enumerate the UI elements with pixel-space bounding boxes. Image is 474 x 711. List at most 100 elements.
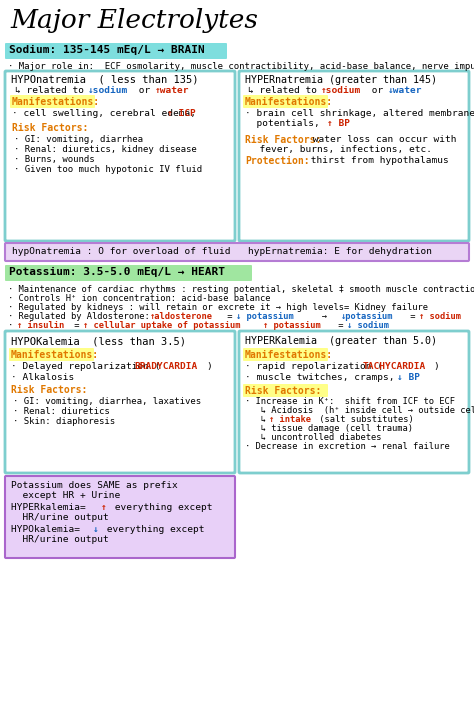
Text: Risk Factors:: Risk Factors: xyxy=(245,135,321,145)
Text: ↓sodium: ↓sodium xyxy=(88,86,128,95)
Text: →: → xyxy=(306,312,337,321)
Text: or: or xyxy=(366,86,389,95)
Text: ↑ ICP: ↑ ICP xyxy=(167,109,196,118)
Text: =: = xyxy=(69,321,85,330)
Text: ↑water: ↑water xyxy=(155,86,190,95)
Text: · Delayed repolarization (: · Delayed repolarization ( xyxy=(11,362,161,371)
Text: · GI: vomiting, diarrhea: · GI: vomiting, diarrhea xyxy=(14,135,143,144)
Text: ↓potassium: ↓potassium xyxy=(341,312,393,321)
Text: hypErnatremia: E for dehydration: hypErnatremia: E for dehydration xyxy=(248,247,432,256)
Text: ↳ Acidosis  (h⁺ inside cell → outside cell): ↳ Acidosis (h⁺ inside cell → outside cel… xyxy=(245,406,474,415)
Text: ↑ insulin: ↑ insulin xyxy=(17,321,64,330)
Text: ↓ potassium: ↓ potassium xyxy=(236,312,294,321)
Text: Major Electrolytes: Major Electrolytes xyxy=(10,8,258,33)
Text: · rapid repolarization (: · rapid repolarization ( xyxy=(245,362,383,371)
Text: ↑sodium: ↑sodium xyxy=(321,86,361,95)
Text: HYPOnatremia  ( less than 135): HYPOnatremia ( less than 135) xyxy=(11,75,199,85)
Text: ↳ related to: ↳ related to xyxy=(248,86,323,95)
Text: HYPERnatremia (greater than 145): HYPERnatremia (greater than 145) xyxy=(245,75,437,85)
Text: · Given too much hypotonic IV fluid: · Given too much hypotonic IV fluid xyxy=(14,165,202,174)
Text: ↑ BP: ↑ BP xyxy=(327,119,350,128)
Text: Potassium does SAME as prefix: Potassium does SAME as prefix xyxy=(11,481,178,490)
Text: ↑ potassium: ↑ potassium xyxy=(263,321,321,330)
Text: TACHYCARDIA: TACHYCARDIA xyxy=(363,362,426,371)
Text: Risk Factors:: Risk Factors: xyxy=(245,386,321,396)
Text: ): ) xyxy=(433,362,439,371)
Text: · Maintenance of cardiac rhythms : resting potential, skeletal ‡ smooth muscle c: · Maintenance of cardiac rhythms : resti… xyxy=(8,285,474,294)
FancyBboxPatch shape xyxy=(5,43,227,59)
FancyBboxPatch shape xyxy=(9,348,94,361)
Text: · cell swelling, cerebral edema,: · cell swelling, cerebral edema, xyxy=(12,109,202,118)
Text: everything except: everything except xyxy=(101,525,204,534)
Text: or: or xyxy=(133,86,156,95)
Text: ↓water: ↓water xyxy=(388,86,422,95)
Text: =: = xyxy=(222,312,238,321)
FancyBboxPatch shape xyxy=(243,348,328,361)
Text: ↑ sodium: ↑ sodium xyxy=(419,312,461,321)
Text: Sodium: 135-145 mEq/L → BRAIN: Sodium: 135-145 mEq/L → BRAIN xyxy=(9,45,205,55)
Text: Manifestations:: Manifestations: xyxy=(245,97,333,107)
Text: fever, burns, infections, etc.: fever, burns, infections, etc. xyxy=(248,145,432,154)
Text: · GI: vomiting, diarrhea, laxatives: · GI: vomiting, diarrhea, laxatives xyxy=(13,397,201,406)
Text: HR/urine output: HR/urine output xyxy=(11,513,109,522)
FancyBboxPatch shape xyxy=(5,243,469,261)
FancyBboxPatch shape xyxy=(5,331,235,473)
Text: =: = xyxy=(405,312,421,321)
Text: Protection:: Protection: xyxy=(245,156,310,166)
Text: ↑ intake: ↑ intake xyxy=(269,415,311,424)
Text: hypOnatremia : O for overload of fluid: hypOnatremia : O for overload of fluid xyxy=(12,247,230,256)
Text: · muscle twitches, cramps,: · muscle twitches, cramps, xyxy=(245,373,400,382)
Text: ↳ related to: ↳ related to xyxy=(15,86,90,95)
Text: · Regulated by kidneys : will retain or excrete it → high levels= Kidney failure: · Regulated by kidneys : will retain or … xyxy=(8,303,428,312)
Text: HYPERkalemia=: HYPERkalemia= xyxy=(11,503,91,512)
Text: · brain cell shrinkage, altered membrane: · brain cell shrinkage, altered membrane xyxy=(245,109,474,118)
Text: · Increase in K⁺:  shift from ICF to ECF: · Increase in K⁺: shift from ICF to ECF xyxy=(245,397,455,406)
FancyBboxPatch shape xyxy=(239,331,469,473)
Text: (salt substitutes): (salt substitutes) xyxy=(314,415,414,424)
FancyBboxPatch shape xyxy=(243,384,328,397)
Text: · Skin: diaphoresis: · Skin: diaphoresis xyxy=(13,417,115,426)
Text: =: = xyxy=(333,321,349,330)
Text: ↳ tissue damage (cell trauma): ↳ tissue damage (cell trauma) xyxy=(245,424,413,433)
Text: water loss can occur with: water loss can occur with xyxy=(307,135,456,144)
Text: ↑: ↑ xyxy=(101,503,107,512)
Text: HYPOKalemia  (less than 3.5): HYPOKalemia (less than 3.5) xyxy=(11,336,186,346)
Text: · Controls H⁺ ion concentration: acid-base balance: · Controls H⁺ ion concentration: acid-ba… xyxy=(8,294,271,303)
Text: ↓ BP: ↓ BP xyxy=(397,373,420,382)
Text: Manifestations:: Manifestations: xyxy=(12,97,100,107)
Text: ·: · xyxy=(8,321,18,330)
Text: ↳: ↳ xyxy=(245,415,271,424)
Text: potentials,: potentials, xyxy=(245,119,326,128)
FancyBboxPatch shape xyxy=(5,476,235,558)
FancyBboxPatch shape xyxy=(239,71,469,241)
Text: ): ) xyxy=(206,362,212,371)
Text: Manifestations:: Manifestations: xyxy=(245,350,333,360)
Text: · Regulated by Aldosterone:: · Regulated by Aldosterone: xyxy=(8,312,160,321)
Text: ↑aldosterone: ↑aldosterone xyxy=(150,312,213,321)
Text: · Renal: diuretics, kidney disease: · Renal: diuretics, kidney disease xyxy=(14,145,197,154)
Text: ↑ cellular uptake of potassium: ↑ cellular uptake of potassium xyxy=(83,321,240,330)
Text: ↓ sodium: ↓ sodium xyxy=(347,321,389,330)
Text: · Alkalosis: · Alkalosis xyxy=(11,373,74,382)
Text: HR/urine output: HR/urine output xyxy=(11,535,109,544)
Text: thirst from hypothalamus: thirst from hypothalamus xyxy=(305,156,449,165)
FancyBboxPatch shape xyxy=(5,71,235,241)
Text: · Decrease in excretion → renal failure: · Decrease in excretion → renal failure xyxy=(245,442,450,451)
Text: · Major role in:  ECF osmolarity, muscle contractibility, acid-base balance, ner: · Major role in: ECF osmolarity, muscle … xyxy=(8,62,474,71)
Text: HYPERKalemia  (greater than 5.0): HYPERKalemia (greater than 5.0) xyxy=(245,336,437,346)
FancyBboxPatch shape xyxy=(5,265,252,281)
FancyBboxPatch shape xyxy=(10,95,95,108)
Text: ↓: ↓ xyxy=(93,525,99,534)
Text: HYPOkalemia=: HYPOkalemia= xyxy=(11,525,86,534)
Text: · Renal: diuretics: · Renal: diuretics xyxy=(13,407,110,416)
Text: except HR + Urine: except HR + Urine xyxy=(11,491,120,500)
FancyBboxPatch shape xyxy=(243,95,328,108)
Text: Risk Factors:: Risk Factors: xyxy=(12,123,88,133)
Text: Risk Factors:: Risk Factors: xyxy=(11,385,87,395)
Text: BRADYCARDIA: BRADYCARDIA xyxy=(134,362,197,371)
Text: everything except: everything except xyxy=(109,503,212,512)
Text: · Burns, wounds: · Burns, wounds xyxy=(14,155,95,164)
Text: Manifestations:: Manifestations: xyxy=(11,350,99,360)
Text: ↳ uncontrolled diabetes: ↳ uncontrolled diabetes xyxy=(245,433,382,442)
Text: Potassium: 3.5-5.0 mEq/L → HEART: Potassium: 3.5-5.0 mEq/L → HEART xyxy=(9,267,225,277)
